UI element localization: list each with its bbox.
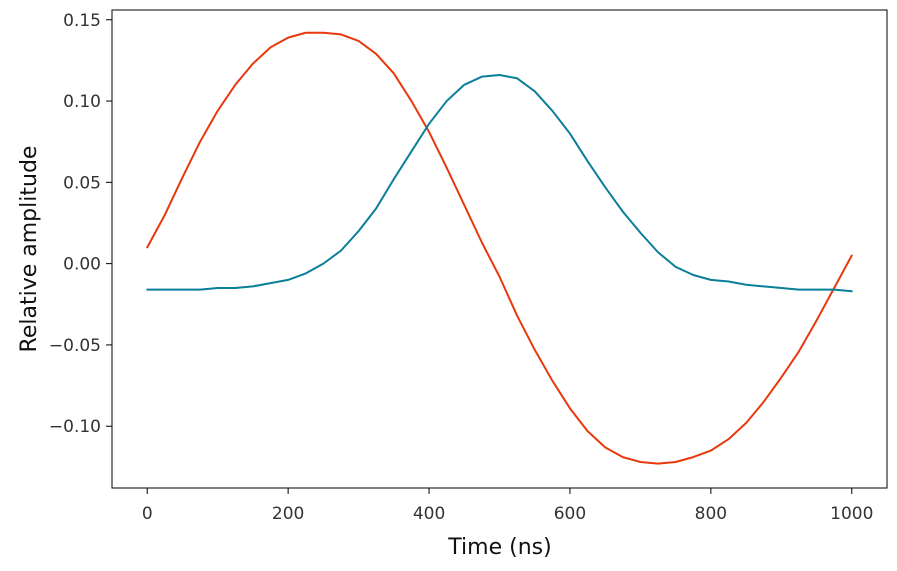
x-axis-ticks: 0 200 400 600 800 1000 xyxy=(142,488,873,524)
x-axis-title: Time (ns) xyxy=(447,535,551,560)
y-tick-label: 0.05 xyxy=(63,173,101,193)
x-tick-label: 600 xyxy=(554,504,586,524)
y-axis-title: Relative amplitude xyxy=(17,146,42,353)
x-tick-label: 1000 xyxy=(830,504,873,524)
x-tick-label: 400 xyxy=(413,504,445,524)
series-line-0 xyxy=(146,31,853,465)
y-tick-label: −0.10 xyxy=(49,417,101,437)
y-tick-label: 0.00 xyxy=(63,255,101,275)
plot-frame xyxy=(111,9,888,489)
x-tick-label: 800 xyxy=(695,504,727,524)
y-tick-label: 0.15 xyxy=(63,11,101,31)
y-tick-label: 0.10 xyxy=(63,92,101,112)
series-line-1 xyxy=(146,74,853,293)
x-tick-label: 200 xyxy=(272,504,304,524)
series-layer xyxy=(146,31,853,465)
y-axis-ticks: −0.10 −0.05 0.00 0.05 0.10 0.15 xyxy=(49,11,112,437)
y-tick-label: −0.05 xyxy=(49,336,101,356)
x-tick-label: 0 xyxy=(142,504,153,524)
